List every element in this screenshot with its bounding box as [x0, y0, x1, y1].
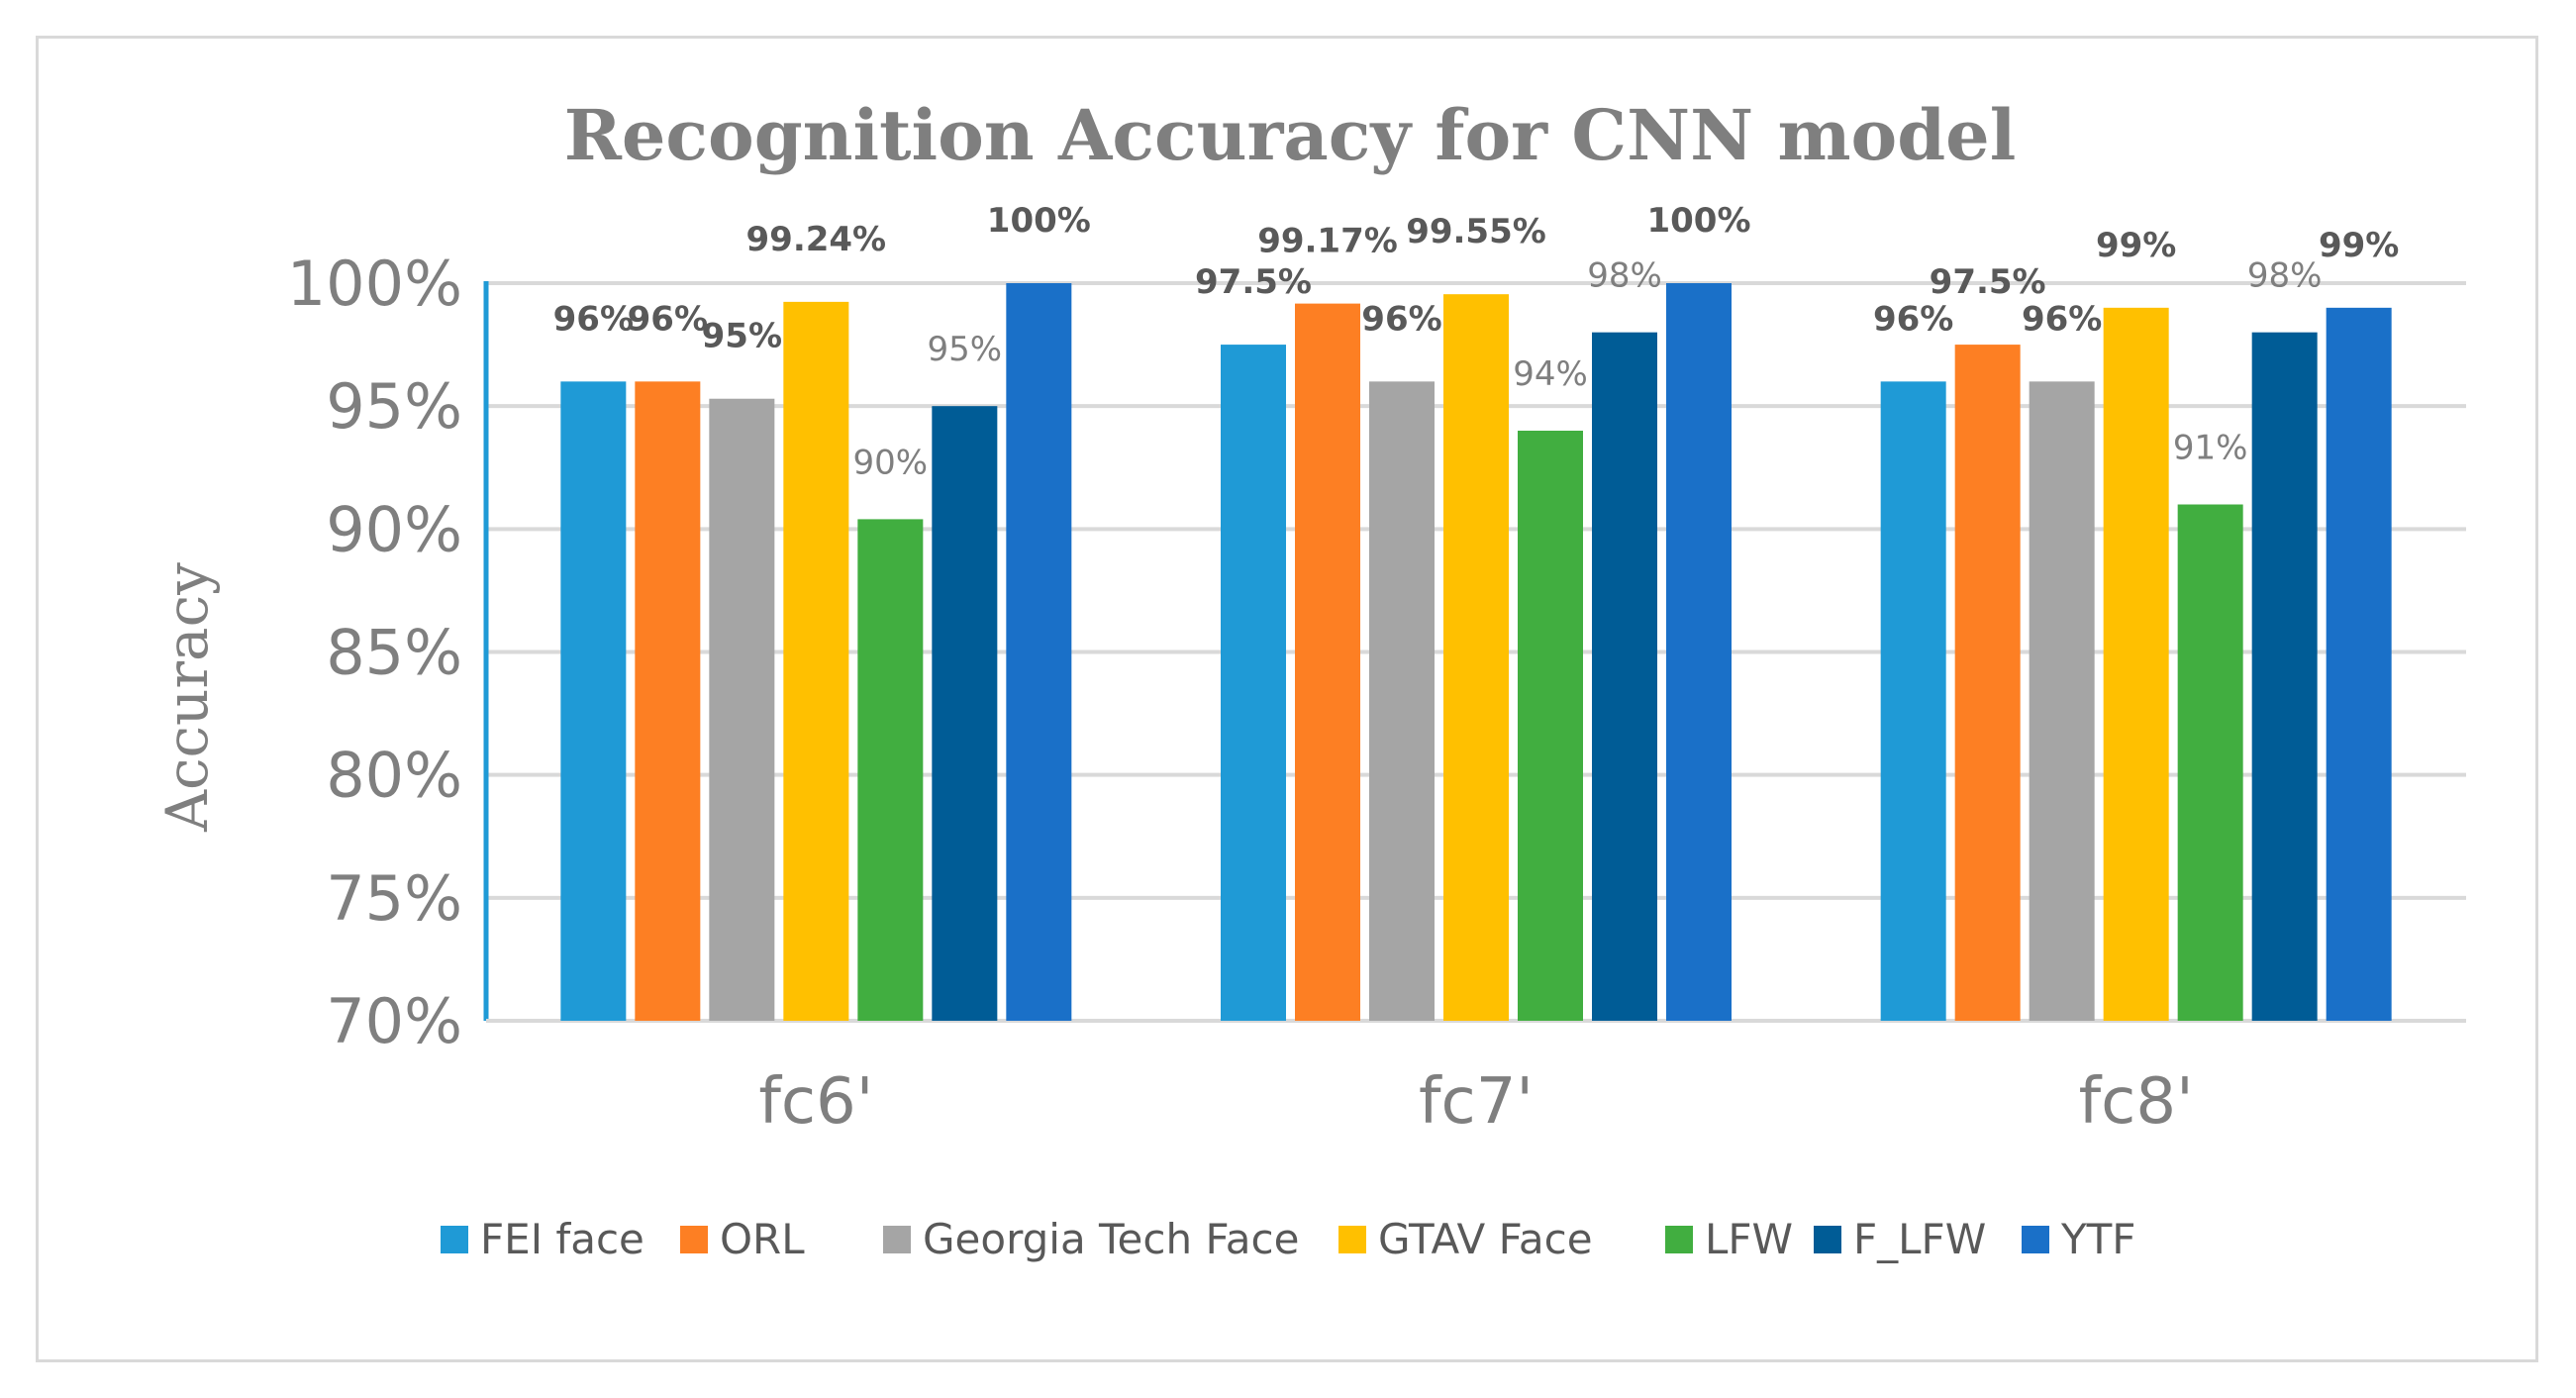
bar: [1666, 283, 1732, 1021]
data-label: 99.24%: [746, 220, 887, 259]
legend-swatch: [1665, 1226, 1693, 1253]
y-tick-label: 100%: [287, 248, 462, 320]
bar: [1443, 294, 1509, 1021]
bar-chart: Recognition Accuracy for CNN model Accur…: [153, 94, 2466, 1263]
data-label: 99.17%: [1257, 222, 1398, 261]
data-label: 95%: [928, 330, 1003, 369]
legend-item: ORL: [680, 1215, 805, 1263]
bar: [560, 381, 627, 1021]
y-tick-label: 70%: [326, 985, 462, 1057]
data-labels: 96%96%95%99.24%90%95%100%97.5%99.17%96%9…: [553, 201, 2400, 482]
data-label: 96%: [2022, 299, 2102, 339]
bar: [1592, 332, 1657, 1022]
legend-item: FEI face: [441, 1215, 644, 1263]
data-label: 95%: [702, 317, 782, 356]
legend-swatch: [1814, 1226, 1841, 1253]
data-label: 98%: [1587, 256, 1662, 296]
legend-label: F_LFW: [1853, 1215, 1986, 1263]
data-label: 97.5%: [1930, 262, 2046, 302]
data-label: 100%: [987, 201, 1091, 241]
bar: [635, 381, 701, 1021]
data-label: 99.55%: [1406, 212, 1546, 251]
legend-swatch: [441, 1226, 468, 1253]
bar: [2029, 381, 2095, 1021]
bar: [932, 406, 998, 1022]
y-tick-label: 75%: [326, 862, 462, 935]
data-label: 99%: [2096, 226, 2176, 265]
data-label: 99%: [2319, 226, 2399, 265]
legend-swatch: [1338, 1226, 1366, 1253]
legend: FEI face ORL Georgia Tech Face GTAV Face LFW…: [441, 1215, 2135, 1263]
y-tick-label: 90%: [326, 493, 462, 565]
y-tick-label: 95%: [326, 370, 462, 443]
y-tick-label: 80%: [326, 740, 462, 812]
legend-swatch: [680, 1226, 708, 1253]
y-axis-label: Accuracy: [153, 562, 221, 833]
data-label: 94%: [1513, 354, 1588, 394]
bar: [1518, 431, 1583, 1021]
legend-swatch: [883, 1226, 911, 1253]
legend-label: Georgia Tech Face: [923, 1215, 1299, 1263]
legend-item: YTF: [2022, 1215, 2135, 1263]
legend-label: GTAV Face: [1378, 1215, 1593, 1263]
y-tick-label: 85%: [326, 617, 462, 689]
legend-label: YTF: [2060, 1215, 2135, 1263]
chart-title: Recognition Accuracy for CNN model: [564, 94, 2017, 176]
data-label: 91%: [2173, 429, 2248, 468]
bar: [783, 301, 849, 1022]
chart-frame: Recognition Accuracy for CNN model Accur…: [36, 36, 2538, 1362]
data-label: 96%: [553, 299, 634, 339]
bar: [2103, 307, 2169, 1021]
x-category-label: fc6': [758, 1065, 873, 1139]
data-label: 96%: [1873, 299, 1953, 339]
bar: [2177, 504, 2243, 1021]
data-label: 90%: [853, 443, 929, 482]
data-label: 96%: [1361, 299, 1441, 339]
data-label: 98%: [2247, 256, 2323, 296]
data-label: 97.5%: [1195, 262, 1312, 302]
category-labels: fc6' fc7' fc8': [758, 1065, 2193, 1139]
bar: [1954, 345, 2021, 1021]
bar: [1880, 381, 1946, 1021]
bars: [560, 283, 2392, 1022]
bar: [1221, 345, 1286, 1021]
bar: [1295, 303, 1360, 1021]
bar: [709, 398, 775, 1021]
legend-item: GTAV Face: [1338, 1215, 1593, 1263]
legend-item: LFW: [1665, 1215, 1793, 1263]
legend-label: ORL: [720, 1215, 805, 1263]
x-category-label: fc7': [1419, 1065, 1534, 1139]
bar: [2326, 307, 2392, 1021]
bar: [1369, 381, 1435, 1021]
data-label: 96%: [628, 299, 708, 339]
bar: [857, 519, 924, 1021]
legend-item: Georgia Tech Face: [883, 1215, 1299, 1263]
data-label: 100%: [1646, 201, 1750, 241]
legend-swatch: [2022, 1226, 2049, 1253]
bar: [1006, 283, 1072, 1021]
legend-label: LFW: [1705, 1215, 1793, 1263]
bar: [2251, 332, 2318, 1022]
legend-item: F_LFW: [1814, 1215, 1986, 1263]
legend-label: FEI face: [480, 1215, 644, 1263]
x-category-label: fc8': [2079, 1065, 2194, 1139]
